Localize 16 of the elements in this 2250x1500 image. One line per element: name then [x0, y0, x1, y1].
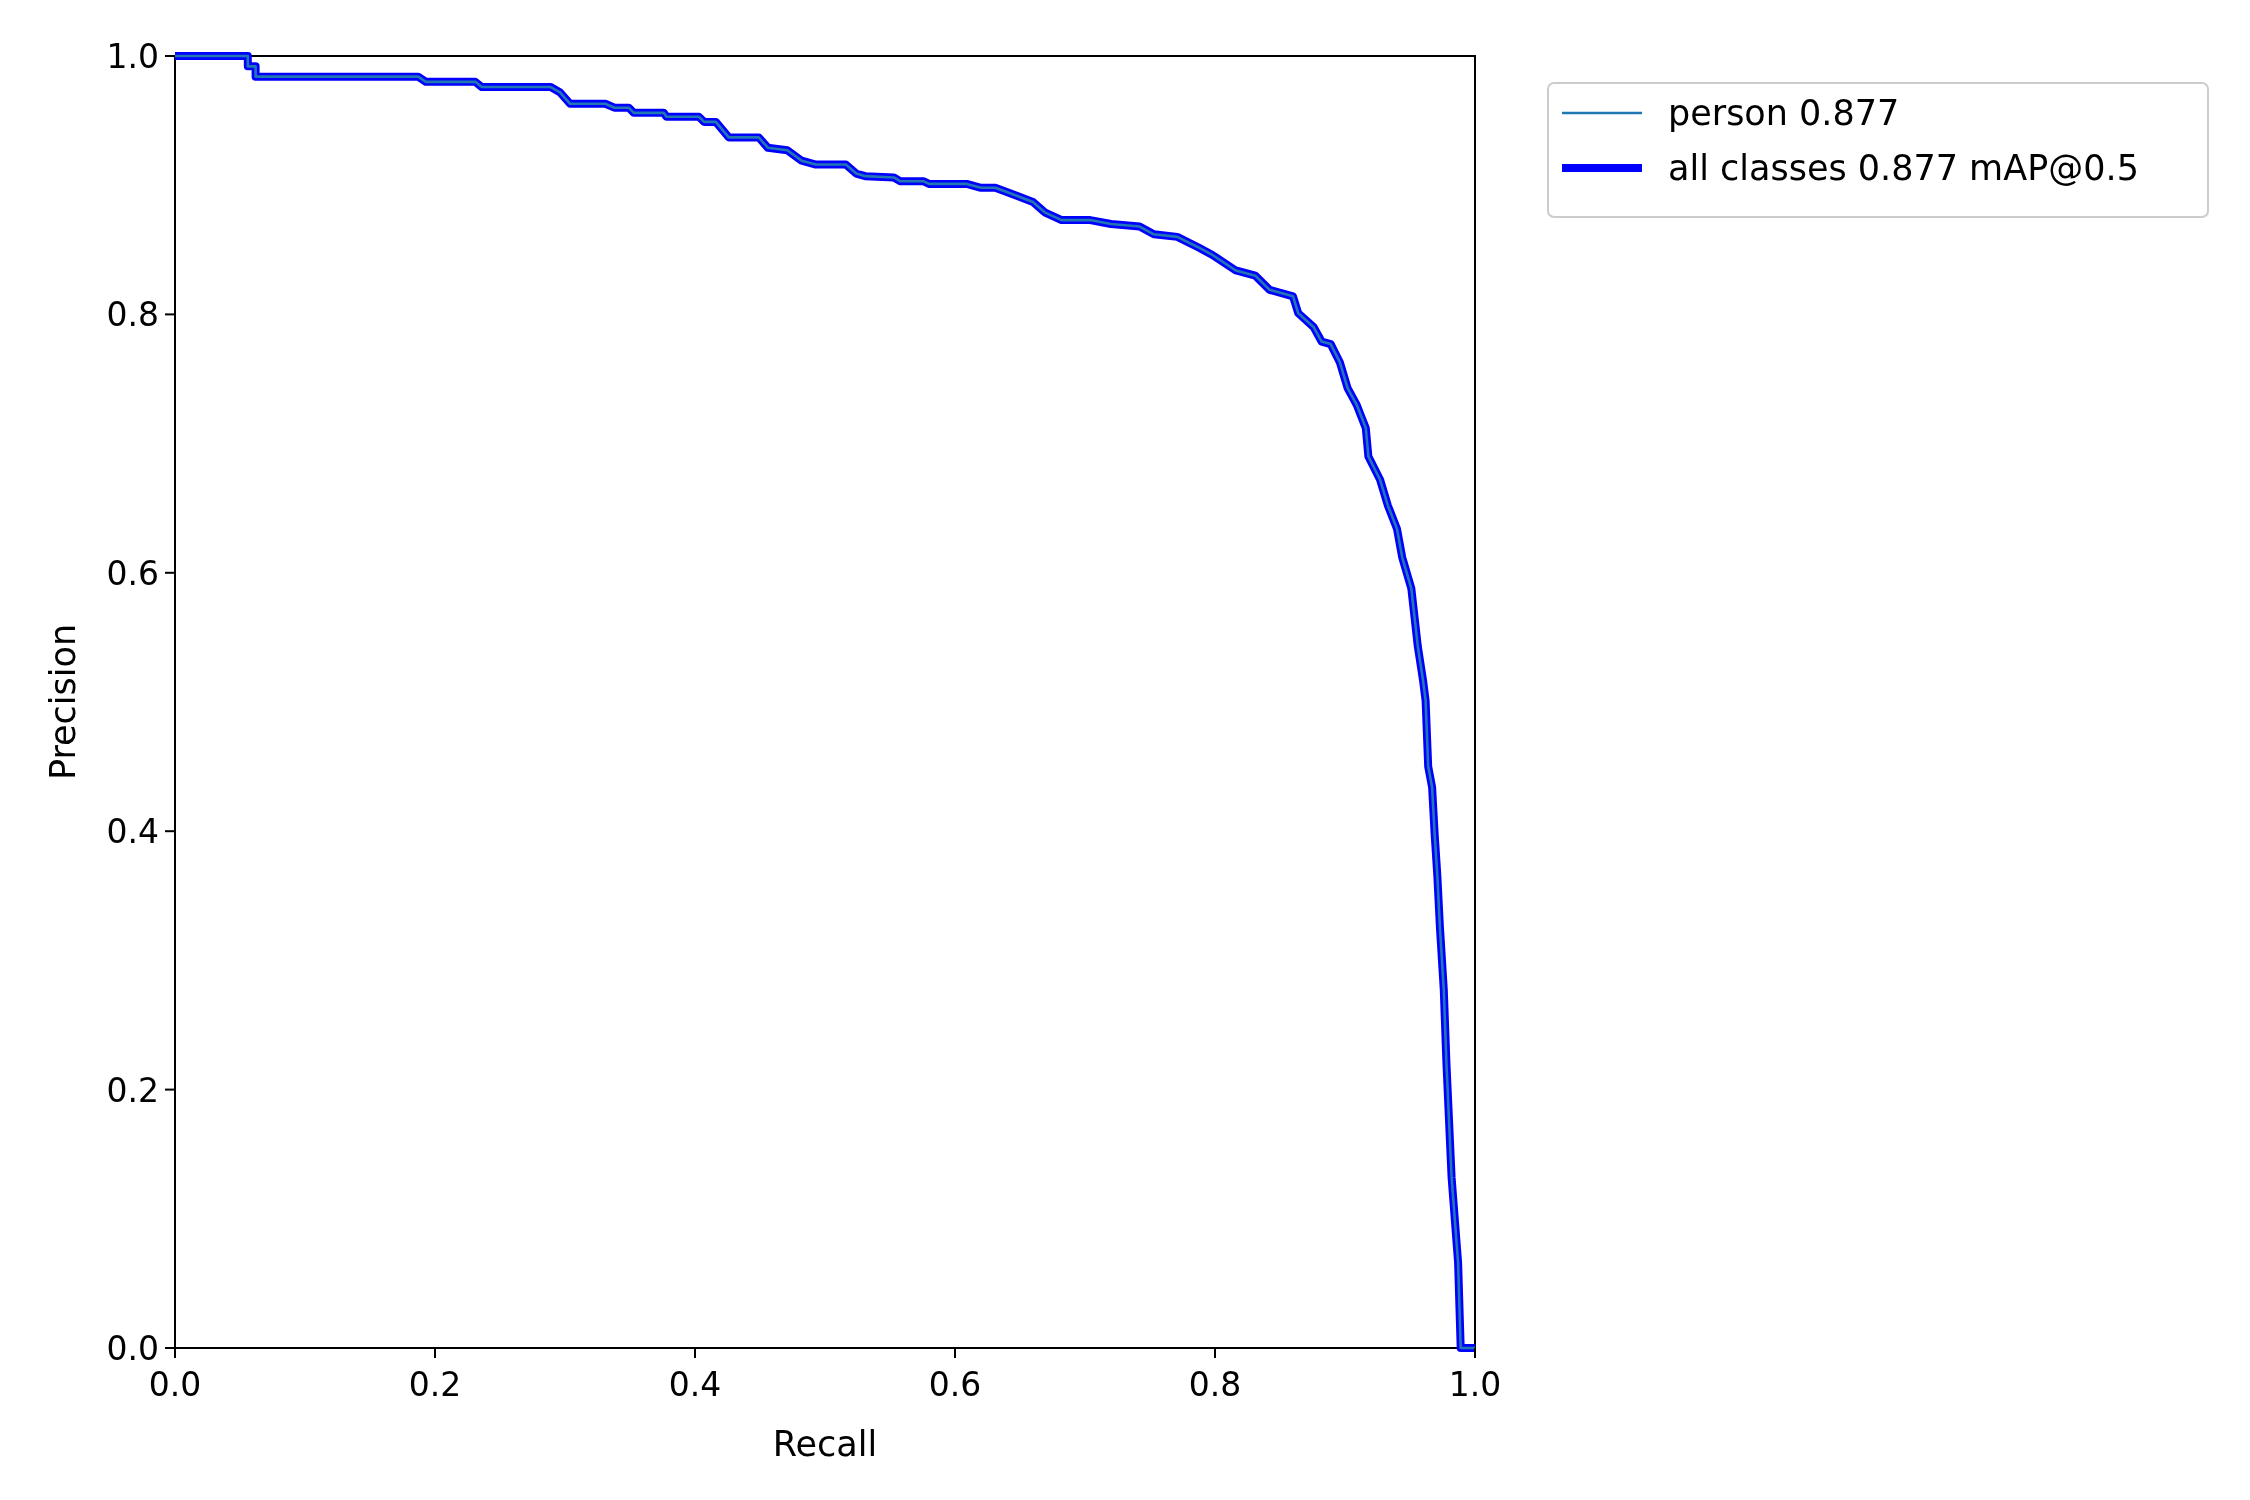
legend-label: all classes 0.877 mAP@0.5	[1668, 148, 2139, 188]
y-tick-label: 1.0	[106, 37, 159, 76]
x-tick-label: 0.0	[148, 1365, 202, 1404]
x-tick-label: 0.8	[1188, 1365, 1242, 1404]
y-tick-label: 0.6	[106, 553, 159, 593]
legend-label: person 0.877	[1668, 93, 1900, 133]
y-tick-label: 0.0	[106, 1329, 159, 1368]
x-tick-label: 0.4	[668, 1365, 722, 1404]
y-axis-title: Precision	[43, 623, 83, 781]
x-axis-title: Recall	[772, 1424, 878, 1464]
y-tick-label: 0.4	[106, 812, 159, 852]
x-tick-label: 0.2	[408, 1365, 462, 1404]
x-tick-label: 1.0	[1448, 1365, 1502, 1404]
x-tick-label: 0.6	[928, 1365, 982, 1404]
y-tick-label: 0.8	[106, 295, 159, 335]
y-tick-label: 0.2	[106, 1070, 159, 1110]
